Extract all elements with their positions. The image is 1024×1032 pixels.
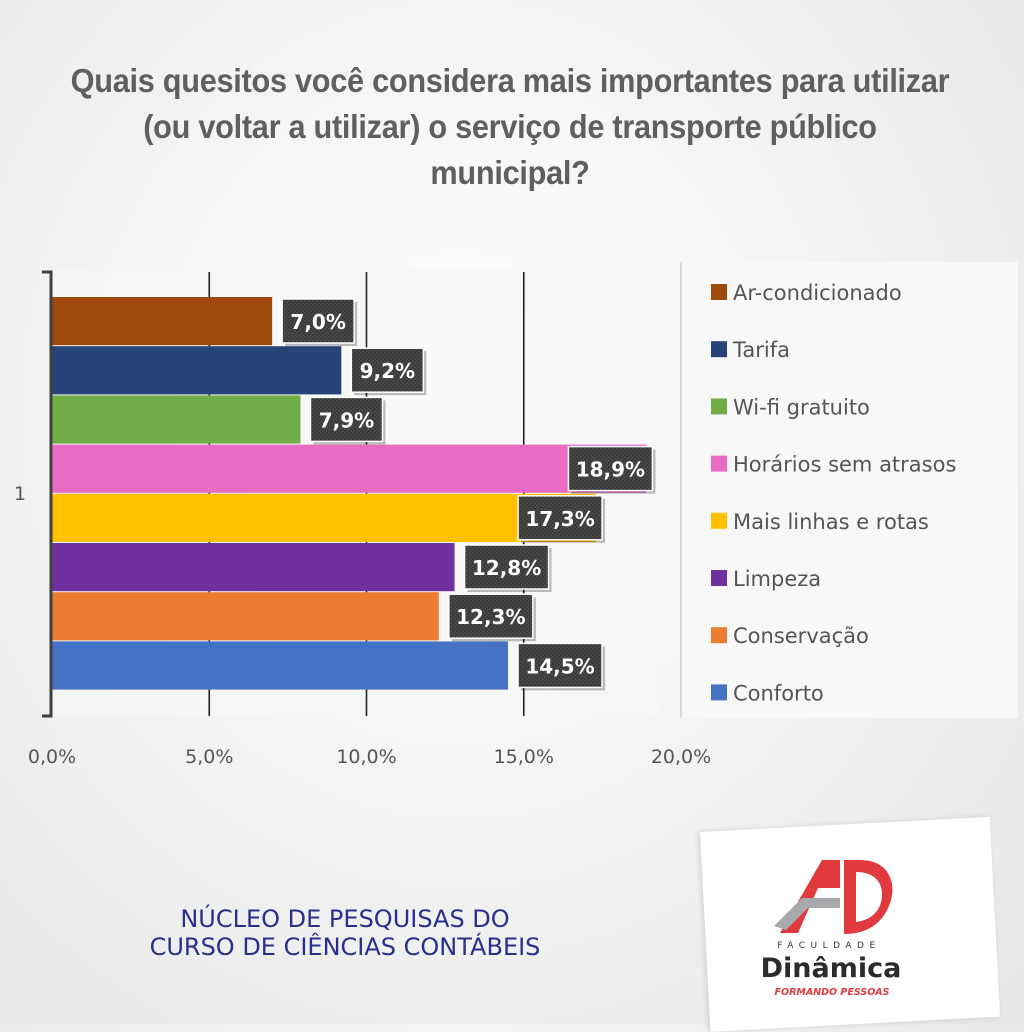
data-label-box [463,544,550,590]
data-label-box [309,396,384,443]
data-label-box [448,593,534,639]
legend-label: Limpeza [733,567,821,591]
legend-swatch [711,341,727,358]
legend-label: Tarifa [732,338,790,362]
data-label-box [350,347,425,393]
legend-swatch [711,512,727,529]
x-tick-label: 5,0% [185,746,233,768]
legend: Ar-condicionado Tarifa Wi-fi gratuito Horár… [711,281,956,705]
data-label-box [517,495,603,541]
legend-box [680,262,1018,718]
category-label: 1 [14,483,26,505]
logo-eyebrow: FACULDADE [777,941,881,951]
footer-text: NÚCLEO DE PESQUISAS DO CURSO DE CIÊNCIAS… [120,905,570,961]
legend-label: Mais linhas e rotas [733,510,929,534]
bar [52,395,301,444]
logo-mark-icon [774,860,893,934]
data-label: 7,9% [319,408,374,432]
legend-label: Ar-condicionado [733,281,902,305]
x-tick-label: 20,0% [651,746,711,768]
bar [52,297,273,346]
x-tick-label: 0,0% [28,746,76,768]
data-label: 12,8% [472,556,541,580]
legend-swatch [711,398,727,415]
data-label-box [567,445,654,492]
bar [52,592,439,641]
legend-label: Conforto [733,681,824,705]
data-label: 9,2% [360,359,415,383]
legend-swatch [711,455,727,472]
bar [52,493,597,542]
legend-label: Conservação [733,624,869,648]
legend-label: Wi-fi gratuito [733,395,870,419]
bar [52,346,342,395]
data-label-box [281,298,355,344]
category-axis-bracket [42,270,53,718]
data-label: 17,3% [525,507,594,531]
bar [52,444,647,493]
bar [52,641,509,690]
data-label: 18,9% [576,458,645,482]
footer-line-1: NÚCLEO DE PESQUISAS DO [180,905,510,933]
data-labels: 7,0% 9,2% 7,9% 18,9% 17,3% 12,8% 12,3% 14,5% [281,298,656,691]
data-label-box [517,642,603,689]
logo-name: Dinâmica [760,953,902,984]
chart-title: Quais quesitos você considera mais impor… [70,62,950,191]
x-tick-label: 15,0% [494,746,554,768]
logo-tagline: FORMANDO PESSOAS [774,987,890,998]
data-label: 14,5% [525,654,594,678]
legend-swatch [711,627,727,644]
legend-label: Horários sem atrasos [733,453,956,477]
bars [52,297,647,690]
data-label: 7,0% [290,310,345,334]
bar [52,543,455,592]
bar-chart: 7,0% 9,2% 7,9% 18,9% 17,3% 12,8% 12,3% 14,5% 0,… [13,262,1018,768]
data-label: 12,3% [456,605,525,629]
legend-swatch [711,684,727,701]
footer-line-2: CURSO DE CIÊNCIAS CONTÁBEIS [149,933,541,961]
legend-swatch [711,284,727,300]
x-tick-labels: 0,0% 5,0% 10,0% 15,0% 20,0% [28,746,711,768]
x-tick-label: 10,0% [336,746,396,768]
legend-swatch [711,570,727,586]
